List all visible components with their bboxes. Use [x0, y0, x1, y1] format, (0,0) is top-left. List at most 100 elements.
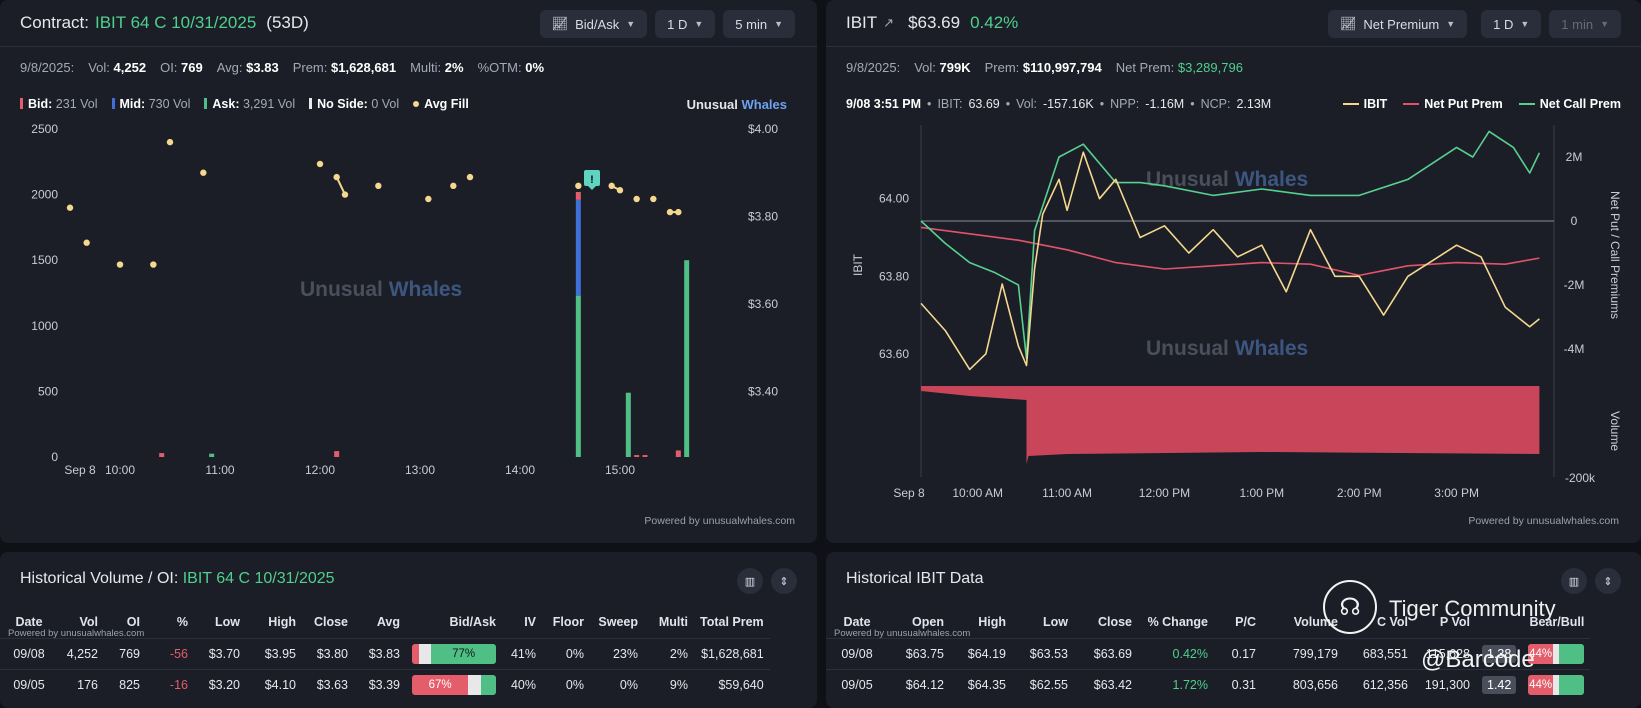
column-header[interactable]: % Change	[1147, 614, 1208, 629]
cell-high: $4.10	[246, 668, 302, 700]
column-header[interactable]: Low	[215, 614, 240, 629]
legend-avgfill[interactable]: Avg Fill	[413, 97, 469, 111]
column-header[interactable]: Date	[843, 614, 871, 629]
column-header[interactable]: Avg	[376, 614, 400, 629]
expand-icon[interactable]: ⇕	[771, 568, 797, 594]
y2-tick-label: -2M	[1564, 278, 1585, 292]
x-tick-label: 13:00	[405, 463, 435, 477]
volume-bar-ask	[209, 453, 215, 457]
column-header[interactable]: Bear/Bull	[1529, 614, 1585, 629]
ibit-ticker[interactable]: IBIT	[846, 13, 878, 32]
cell-multi: 9%	[644, 668, 694, 700]
x-tick-label: 11:00 AM	[1042, 486, 1092, 500]
chart-line-icon: 📈︎	[551, 16, 569, 31]
hist-vol-title: Historical Volume / OI: IBIT 64 C 10/31/…	[20, 570, 335, 587]
powered-by[interactable]: Powered by unusualwhales.com	[834, 628, 971, 639]
avg-fill-point	[200, 169, 207, 176]
column-header[interactable]: IV	[524, 614, 536, 629]
legend-mid[interactable]: Mid: 730 Vol	[111, 97, 190, 111]
column-header[interactable]: High	[268, 614, 296, 629]
legend-call[interactable]: Net Call Prem	[1518, 97, 1621, 111]
external-link-icon[interactable]: ↗	[883, 15, 895, 30]
contract-dte: (53D)	[266, 13, 309, 32]
y2-tick-label: $4.00	[748, 122, 778, 136]
contract-stats: 9/8/2025: Vol: 4,252 OI: 769 Avg: $3.83 …	[20, 60, 544, 75]
column-header[interactable]: %	[176, 614, 188, 629]
legend-ask[interactable]: Ask: 3,291 Vol	[204, 97, 295, 111]
column-header[interactable]: P/C	[1235, 614, 1256, 629]
stat-vol: Vol: 799K	[914, 60, 971, 75]
avg-fill-point	[450, 182, 457, 190]
powered-by[interactable]: Powered by unusualwhales.com	[8, 628, 145, 639]
legend-ibit[interactable]: IBIT	[1342, 97, 1387, 111]
stat-prem: Prem: $110,997,794	[984, 60, 1102, 75]
avg-fill-point	[116, 261, 124, 268]
alert-marker[interactable]: !	[584, 170, 600, 190]
column-header[interactable]	[1476, 606, 1522, 638]
cell-pvol: 191,300	[1414, 668, 1476, 700]
table-row[interactable]: 09/08 $63.75 $64.19 $63.53 $63.69 0.42% 0.17 79…	[826, 637, 1591, 669]
chart-line-icon: 📈︎	[1339, 16, 1357, 31]
cell-pct: -56	[146, 637, 194, 669]
premium-mode-dropdown[interactable]: 📈︎ Net Premium ▼	[1327, 10, 1468, 38]
cell-low: $3.20	[194, 668, 246, 700]
cell-ratio: 1.38	[1476, 637, 1523, 669]
x-tick-label: 2:00 PM	[1337, 486, 1382, 500]
column-header[interactable]: C Vol	[1376, 614, 1408, 629]
cell-open: $64.12	[888, 668, 950, 700]
series-lines	[920, 130, 1541, 371]
avg-fill-points	[66, 138, 682, 268]
volume-bar-bid	[334, 451, 340, 457]
hist-vol-table: Date Vol OI% Low High Close Avg Bid/Ask IV Floor S…	[0, 606, 770, 700]
contract-symbol[interactable]: IBIT 64 C 10/31/2025	[94, 13, 257, 32]
range-dropdown[interactable]: 1 D ▼	[655, 10, 716, 38]
interval-dropdown[interactable]: 1 min ▼	[1549, 10, 1621, 38]
interval-dropdown[interactable]: 5 min ▼	[723, 10, 795, 38]
volume-bar-ask	[684, 260, 690, 457]
y-tick-label: 500	[38, 384, 58, 398]
mode-dropdown[interactable]: 📈︎ Bid/Ask ▼	[539, 10, 648, 38]
column-header[interactable]: Open	[912, 614, 944, 629]
ibit-chart[interactable]: 64.00 63.80 63.60 IBIT 2M 0 -2M -4M Net Put / Ca…	[826, 115, 1641, 525]
column-header[interactable]: Multi	[658, 614, 688, 629]
column-header[interactable]: Floor	[552, 614, 584, 629]
table-row[interactable]: 09/08 4,252 769 -56 $3.70 $3.95 $3.80 $3.83 77% 4…	[0, 637, 770, 669]
column-header[interactable]: Volume	[1293, 614, 1338, 629]
column-header[interactable]: P Vol	[1439, 614, 1470, 629]
table-row[interactable]: 09/05 $64.12 $64.35 $62.55 $63.42 1.72% 0.31 80…	[826, 668, 1591, 700]
powered-by[interactable]: Powered by unusualwhales.com	[644, 515, 795, 527]
y2-tick-label: $3.60	[748, 297, 778, 311]
legend-bid[interactable]: Bid: 231 Vol	[20, 97, 98, 111]
volume-tick-label: -200k	[1565, 471, 1596, 485]
cell-low: $62.55	[1012, 668, 1074, 700]
avg-fill-point	[83, 239, 90, 246]
chevron-down-icon: ▼	[1600, 19, 1609, 29]
columns-icon[interactable]: ▥	[1561, 568, 1587, 594]
legend-put[interactable]: Net Put Prem	[1403, 97, 1503, 111]
contract-chart[interactable]: 2500 2000 1500 1000 500 0 $4.00 $3.80 $3.60 $3.40…	[0, 115, 817, 515]
volume-bar-mid	[575, 199, 581, 296]
cell-cvol: 683,551	[1344, 637, 1414, 669]
series-line	[920, 226, 1540, 277]
column-header[interactable]: OI	[126, 614, 140, 629]
column-header[interactable]: Bid/Ask	[449, 614, 496, 629]
column-header[interactable]: High	[978, 614, 1006, 629]
range-dropdown[interactable]: 1 D ▼	[1481, 10, 1542, 38]
columns-icon[interactable]: ▥	[737, 568, 763, 594]
volume-bar-bid	[634, 455, 640, 457]
table-row[interactable]: 09/05 176 825 -16 $3.20 $4.10 $3.63 $3.39 67% 40%…	[0, 668, 770, 700]
column-header[interactable]: Close	[313, 614, 348, 629]
cell-floor: 0%	[542, 668, 590, 700]
column-header[interactable]: Total Prem	[700, 614, 764, 629]
column-header[interactable]: Vol	[79, 614, 98, 629]
powered-by[interactable]: Powered by unusualwhales.com	[1468, 515, 1619, 527]
column-header[interactable]: Low	[1043, 614, 1068, 629]
y2-tick-label: 0	[1571, 214, 1578, 228]
column-header[interactable]: Sweep	[598, 614, 638, 629]
column-header[interactable]: Close	[1097, 614, 1132, 629]
legend-noside[interactable]: No Side: 0 Vol	[309, 97, 399, 111]
cell-pvol: 115,628	[1414, 637, 1476, 669]
column-header[interactable]: Date	[15, 614, 43, 629]
expand-icon[interactable]: ⇕	[1595, 568, 1621, 594]
y2-tick-label: 2M	[1566, 150, 1583, 164]
